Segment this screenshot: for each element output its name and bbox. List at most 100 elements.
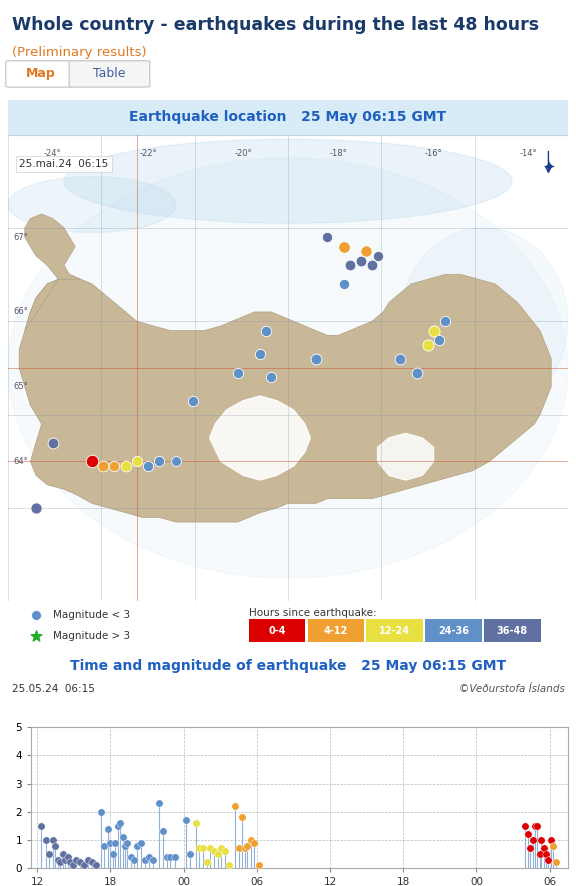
Point [537, 833, 546, 847]
FancyBboxPatch shape [6, 61, 75, 87]
Point [412, 366, 422, 380]
Text: 66°: 66° [14, 307, 28, 316]
Point [123, 835, 132, 850]
Point [551, 855, 560, 869]
Text: -18°: -18° [329, 149, 347, 158]
Point [60, 852, 70, 867]
Text: Magnitude < 3: Magnitude < 3 [53, 610, 130, 620]
Point [75, 855, 85, 869]
Text: (Preliminary results): (Preliminary results) [12, 46, 146, 58]
Point [221, 844, 230, 859]
Point [528, 833, 537, 847]
Point [45, 847, 54, 861]
Point [185, 847, 194, 861]
Point [541, 847, 551, 861]
Point [202, 855, 211, 869]
Text: Table: Table [93, 67, 126, 81]
Point [96, 804, 105, 819]
Point [110, 459, 119, 473]
Point [440, 315, 449, 329]
Point [116, 816, 125, 830]
FancyBboxPatch shape [484, 619, 540, 642]
Point [88, 855, 97, 869]
Point [195, 841, 204, 855]
Text: -22°: -22° [139, 149, 157, 158]
Point [98, 459, 108, 473]
Point [237, 811, 247, 825]
Text: 64°: 64° [14, 457, 28, 466]
Point [188, 393, 198, 408]
Point [234, 841, 243, 855]
Point [210, 844, 219, 859]
Point [339, 276, 348, 291]
Point [48, 833, 58, 847]
FancyBboxPatch shape [425, 619, 482, 642]
Point [63, 850, 72, 864]
Text: Earthquake location   25 May 06:15 GMT: Earthquake location 25 May 06:15 GMT [130, 110, 446, 124]
Point [154, 455, 164, 469]
Point [233, 366, 242, 380]
Text: Map: Map [25, 67, 55, 81]
Point [213, 847, 222, 861]
Point [165, 850, 175, 864]
Polygon shape [378, 433, 434, 480]
Point [79, 859, 88, 873]
Point [523, 828, 532, 842]
Point [91, 859, 100, 873]
Point [312, 352, 321, 366]
Point [345, 258, 354, 272]
Text: 12-24: 12-24 [379, 626, 410, 636]
Point [149, 852, 158, 867]
Point [172, 455, 181, 469]
Text: 25.mai.24  06:15: 25.mai.24 06:15 [19, 159, 108, 169]
FancyBboxPatch shape [69, 61, 150, 87]
Point [250, 835, 259, 850]
Point [533, 819, 542, 833]
Point [521, 819, 530, 833]
Point [103, 821, 112, 835]
Point [58, 847, 67, 861]
Point [356, 253, 365, 268]
Point [127, 850, 136, 864]
Point [373, 249, 382, 263]
Point [88, 455, 97, 469]
Point [162, 850, 171, 864]
Point [84, 852, 93, 867]
FancyBboxPatch shape [366, 619, 423, 642]
Point [108, 847, 118, 861]
Ellipse shape [64, 139, 512, 223]
Point [154, 797, 164, 811]
Point [68, 859, 77, 873]
Text: -20°: -20° [234, 149, 252, 158]
Point [199, 841, 208, 855]
Point [170, 850, 180, 864]
Point [255, 859, 264, 873]
Text: ✦: ✦ [542, 159, 555, 175]
Point [362, 245, 371, 259]
Point [132, 838, 142, 852]
Point [31, 609, 40, 623]
Ellipse shape [400, 228, 568, 415]
Point [539, 841, 548, 855]
Point [66, 855, 75, 869]
Point [546, 833, 555, 847]
Point [48, 436, 58, 450]
Point [339, 239, 348, 253]
Point [434, 333, 444, 347]
Point [525, 841, 535, 855]
Point [143, 459, 153, 473]
Point [367, 258, 377, 272]
Point [191, 816, 200, 830]
Point [100, 838, 109, 852]
Ellipse shape [8, 176, 176, 232]
Text: Magnitude > 3: Magnitude > 3 [53, 632, 130, 641]
Point [71, 852, 81, 867]
Text: -14°: -14° [520, 149, 537, 158]
Point [530, 819, 540, 833]
Point [230, 799, 240, 813]
Point [111, 835, 120, 850]
Point [41, 833, 50, 847]
Text: ©Veðurstofa Íslands: ©Veðurstofa Íslands [458, 684, 564, 694]
Point [145, 850, 154, 864]
Point [53, 852, 63, 867]
